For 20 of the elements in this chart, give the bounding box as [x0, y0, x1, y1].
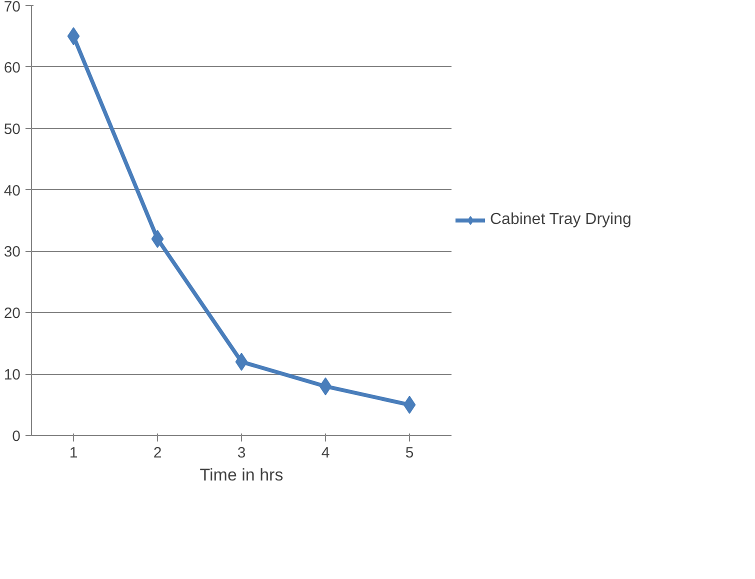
point — [319, 377, 332, 396]
legend-label: Cabinet Tray Drying — [490, 211, 632, 229]
y-tick-label: 0 — [12, 428, 20, 445]
y-tick-label: 40 — [4, 182, 21, 200]
x-tick-label: 4 — [321, 444, 330, 462]
x-tick-label: 5 — [405, 444, 414, 462]
point — [235, 352, 248, 371]
y-tick-label: 50 — [4, 120, 21, 138]
y-tick-label: 60 — [4, 59, 21, 76]
x-tick-label: 2 — [153, 444, 162, 462]
x-tick-label: 1 — [69, 444, 78, 462]
y-tick-label: 20 — [4, 305, 21, 322]
point — [151, 230, 164, 248]
x-axis-title: Time in hrs — [200, 466, 284, 484]
x-tick-label: 3 — [237, 444, 246, 462]
y-tick-label: 30 — [4, 244, 21, 261]
y-tick-label: 70 — [4, 0, 21, 16]
y-tick-label: 10 — [4, 366, 21, 384]
point — [67, 27, 80, 46]
point — [403, 396, 416, 414]
